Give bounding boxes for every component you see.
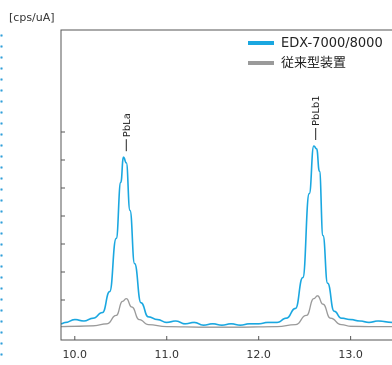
x-axis-ticks: 10.0 11.0 12.0 13.0 [63,336,363,361]
peak-label: PbLa [122,113,133,137]
legend: EDX-7000/8000 従来型装置 [248,36,383,71]
legend-label: EDX-7000/8000 [281,36,383,51]
peak-label: PbLb1 [311,95,322,126]
series-line [60,145,392,326]
legend-label: 従来型装置 [281,56,346,71]
series-line [60,295,392,328]
peak-annotations: PbLa PbLb1 [122,95,322,152]
left-edge-decoration [0,30,3,360]
x-tick-label: 11.0 [154,348,179,361]
series-layer [60,145,392,328]
y-axis-title: [cps/uA] [9,11,55,24]
plot-frame [60,29,392,341]
tick-marks [61,131,65,301]
x-tick-label: 10.0 [63,348,88,361]
x-tick-label: 13.0 [338,348,363,361]
x-tick-label: 12.0 [246,348,271,361]
